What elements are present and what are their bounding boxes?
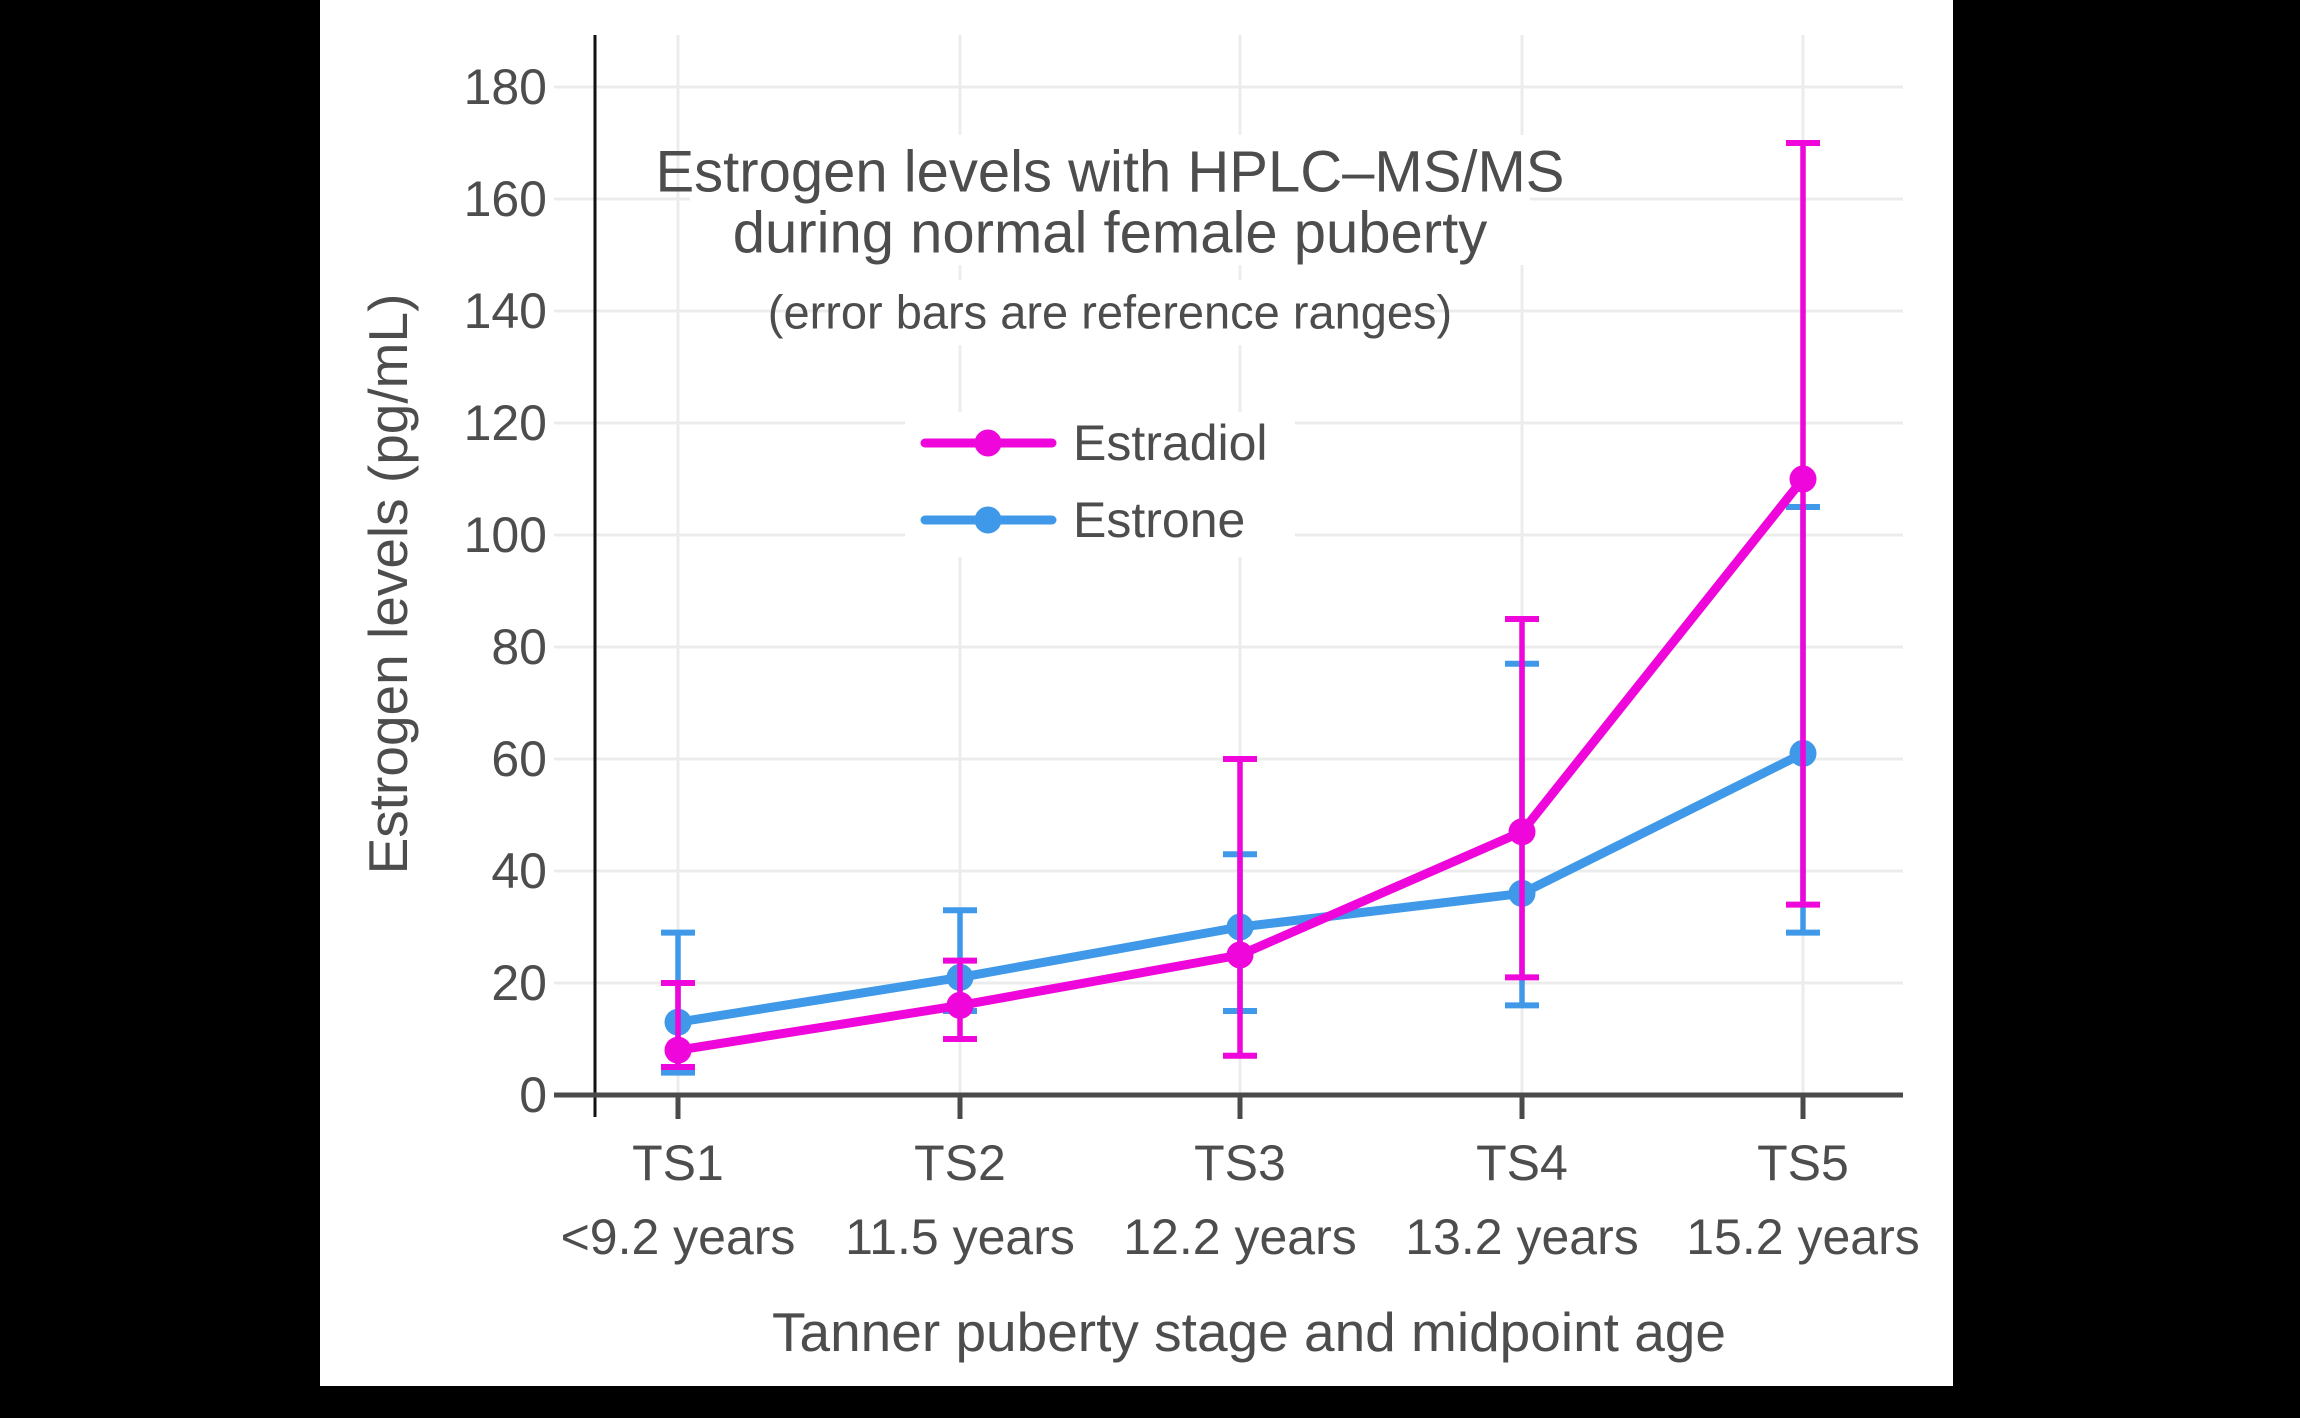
data-series-layer: [661, 140, 1820, 1076]
y-tick-label-60: 60: [491, 731, 547, 787]
estradiol-point-TS5: [1789, 465, 1817, 493]
x-tick-label-TS1: TS1: [632, 1135, 724, 1191]
title-mask: [690, 135, 1530, 265]
legend: Estradiol Estrone: [920, 415, 1268, 548]
legend-symbols: [920, 429, 1057, 534]
y-axis-title: Estrogen levels (pg/mL): [357, 294, 419, 875]
x-age-label-TS1: <9.2 years: [561, 1209, 796, 1265]
y-tick-label-180: 180: [464, 59, 547, 115]
x-tick-label-TS5: TS5: [1757, 1135, 1849, 1191]
x-age-label-TS3: 12.2 years: [1123, 1209, 1356, 1265]
estradiol-series: [661, 140, 1820, 1070]
chart-subtitle: (error bars are reference ranges): [768, 286, 1452, 339]
y-tick-label-100: 100: [464, 507, 547, 563]
legend-dot-estradiol: [974, 429, 1002, 457]
legend-mask: [905, 412, 1295, 557]
y-tick-label-0: 0: [519, 1067, 547, 1123]
y-tick-label-80: 80: [491, 619, 547, 675]
estrogen-line-chart: 0 20 40 60 80 100 120 140 160 180 TS1 TS2 TS3 TS4 TS5 <…: [357, 35, 1920, 1363]
estradiol-point-TS4: [1508, 818, 1536, 846]
axis-tick-labels: 0 20 40 60 80 100 120 140 160 180 TS1 TS2 TS3 TS4 TS5 <…: [464, 59, 1920, 1265]
axes: [554, 35, 1903, 1119]
x-age-label-TS5: 15.2 years: [1686, 1209, 1919, 1265]
estradiol-point-TS2: [946, 991, 974, 1019]
chart-title-line1: Estrogen levels with HPLC–MS/MS: [656, 140, 1565, 205]
label-background-masks: [690, 135, 1530, 557]
x-age-label-TS2: 11.5 years: [845, 1209, 1075, 1265]
x-age-label-TS4: 13.2 years: [1405, 1209, 1638, 1265]
legend-label-estrone: Estrone: [1073, 492, 1245, 548]
y-tick-label-20: 20: [491, 955, 547, 1011]
legend-dot-estrone: [974, 506, 1002, 534]
y-tick-label-160: 160: [464, 171, 547, 227]
estradiol-point-TS3: [1226, 941, 1254, 969]
x-tick-label-TS2: TS2: [914, 1135, 1006, 1191]
estradiol-point-TS1: [664, 1036, 692, 1064]
chart-canvas: 0 20 40 60 80 100 120 140 160 180 TS1 TS2 TS3 TS4 TS5 <…: [320, 0, 1953, 1386]
y-tick-label-140: 140: [464, 283, 547, 339]
chart-title-line2: during normal female puberty: [733, 201, 1487, 266]
y-tick-label-120: 120: [464, 395, 547, 451]
x-tick-label-TS4: TS4: [1476, 1135, 1568, 1191]
legend-label-estradiol: Estradiol: [1073, 415, 1268, 471]
subtitle-mask: [830, 280, 1390, 345]
x-tick-label-TS3: TS3: [1194, 1135, 1286, 1191]
x-axis-title: Tanner puberty stage and midpoint age: [772, 1301, 1726, 1363]
y-tick-label-40: 40: [491, 843, 547, 899]
